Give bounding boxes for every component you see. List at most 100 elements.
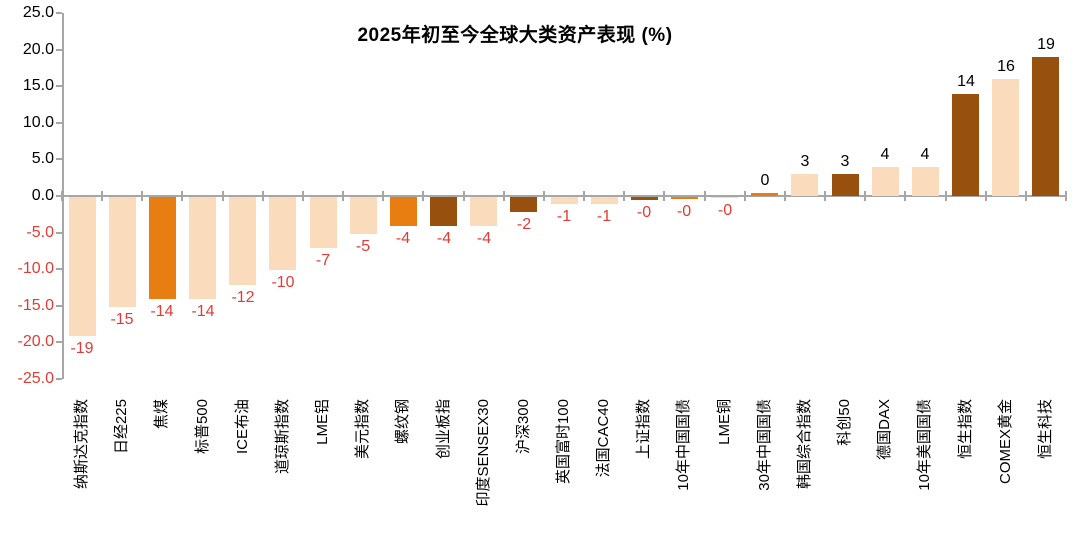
x-axis-tick xyxy=(1065,191,1067,201)
bar xyxy=(109,197,136,307)
bar-value-label: -4 xyxy=(436,230,452,247)
x-axis-tick xyxy=(342,191,345,201)
x-axis-tick xyxy=(864,191,867,201)
category-label-text: 日经225 xyxy=(113,399,130,455)
category-label: 美元指数 xyxy=(354,398,371,459)
x-axis-line xyxy=(62,195,1066,197)
bar xyxy=(350,197,377,234)
y-axis-tick-label: -25.0 xyxy=(17,370,54,387)
category-label-text: 标普500 xyxy=(194,399,211,455)
bar-value-label: 14 xyxy=(957,73,975,90)
bar xyxy=(1032,57,1059,196)
category-label: 10年中国国债 xyxy=(675,398,692,491)
category-label: 焦煤 xyxy=(153,398,170,429)
x-axis-tick xyxy=(181,191,184,201)
bar-value-label: -0 xyxy=(676,203,692,220)
x-axis-tick xyxy=(141,191,144,201)
chart-title: 2025年初至今全球大类资产表现 (%) xyxy=(357,25,673,46)
bar-value-label: 3 xyxy=(840,153,850,170)
x-axis-tick xyxy=(502,191,505,201)
y-axis-tick-label: -5.0 xyxy=(26,223,54,241)
category-label-text: 英国富时100 xyxy=(555,399,572,485)
x-axis-tick xyxy=(261,191,264,201)
x-axis-tick xyxy=(944,191,947,201)
y-axis-tick xyxy=(56,341,62,344)
bar xyxy=(510,197,537,212)
bar-value-label: 3 xyxy=(800,153,810,170)
bar-value-label: -19 xyxy=(70,340,94,357)
y-axis-tick-label: 5.0 xyxy=(31,150,54,168)
bar xyxy=(310,197,337,248)
y-axis-tick-label: 25.0 xyxy=(22,4,54,21)
bar xyxy=(430,197,457,226)
x-axis-tick xyxy=(301,191,304,201)
category-label: LME铝 xyxy=(314,398,331,445)
y-axis-tick-label: 15.0 xyxy=(22,77,54,95)
category-label: 科创50 xyxy=(836,398,853,446)
category-label-text: 印度SENSEX30 xyxy=(475,399,492,507)
category-label: 恒生指数 xyxy=(957,398,974,459)
bar-value-label: 19 xyxy=(1037,36,1055,53)
category-label: ICE布油 xyxy=(234,398,251,454)
bar xyxy=(791,174,818,196)
x-axis-tick xyxy=(824,191,827,201)
bar-value-label: -10 xyxy=(271,274,295,291)
x-axis-tick xyxy=(583,191,586,201)
category-label: 恒生科技 xyxy=(1037,398,1054,459)
category-label-text: 恒生指数 xyxy=(957,399,974,460)
category-label-text: 螺纹钢 xyxy=(394,399,411,445)
x-axis-tick xyxy=(743,191,746,201)
category-label-text: 法国CAC40 xyxy=(595,399,612,478)
bar xyxy=(751,193,778,196)
bar xyxy=(711,197,738,198)
bar xyxy=(832,174,859,196)
category-label: 德国DAX xyxy=(876,398,893,460)
bar-value-label: 4 xyxy=(920,146,930,163)
bar xyxy=(872,167,899,196)
bar xyxy=(390,197,417,226)
bar xyxy=(69,197,96,336)
y-axis-tick xyxy=(56,12,62,14)
bar xyxy=(591,197,618,204)
category-label-text: 焦煤 xyxy=(153,399,170,430)
category-label: 螺纹钢 xyxy=(394,398,411,444)
x-axis-tick xyxy=(422,191,425,201)
y-axis-tick xyxy=(56,378,62,380)
category-label: 道琼斯指数 xyxy=(274,398,291,474)
bar xyxy=(470,197,497,226)
category-label: COMEX黄金 xyxy=(997,398,1014,484)
category-label: LME铜 xyxy=(716,398,733,445)
bar-value-label: 4 xyxy=(880,146,890,163)
bar-value-label: -7 xyxy=(315,252,331,269)
y-axis-tick xyxy=(56,121,62,124)
y-axis-tick-label: 10.0 xyxy=(22,113,54,131)
x-axis-tick xyxy=(462,191,465,201)
y-axis-tick xyxy=(56,48,62,51)
category-label: 30年中国国债 xyxy=(756,398,773,491)
category-label-text: 美元指数 xyxy=(354,399,371,460)
y-axis-tick xyxy=(56,268,62,271)
x-axis-tick xyxy=(61,191,63,201)
x-axis-tick xyxy=(904,191,907,201)
y-axis-tick xyxy=(56,195,62,197)
y-axis-tick xyxy=(56,231,62,234)
x-axis-tick xyxy=(783,191,786,201)
x-axis-tick xyxy=(623,191,626,201)
x-axis-tick xyxy=(101,191,104,201)
y-axis-tick xyxy=(56,85,62,88)
x-axis-tick xyxy=(542,191,545,201)
x-axis-tick xyxy=(984,191,987,201)
bar-value-label: -1 xyxy=(596,208,612,225)
bar xyxy=(992,79,1019,196)
category-label-text: 上证指数 xyxy=(635,399,652,460)
category-label-text: 10年中国国债 xyxy=(675,399,692,491)
bar xyxy=(149,197,176,299)
category-label-text: 创业板指 xyxy=(435,399,452,460)
category-label: 印度SENSEX30 xyxy=(475,398,492,507)
bar xyxy=(551,197,578,204)
category-label: 英国富时100 xyxy=(555,398,572,484)
category-label-text: ICE布油 xyxy=(234,399,251,455)
category-label: 法国CAC40 xyxy=(595,398,612,477)
category-label: 沪深300 xyxy=(515,398,532,454)
category-label: 上证指数 xyxy=(635,398,652,459)
